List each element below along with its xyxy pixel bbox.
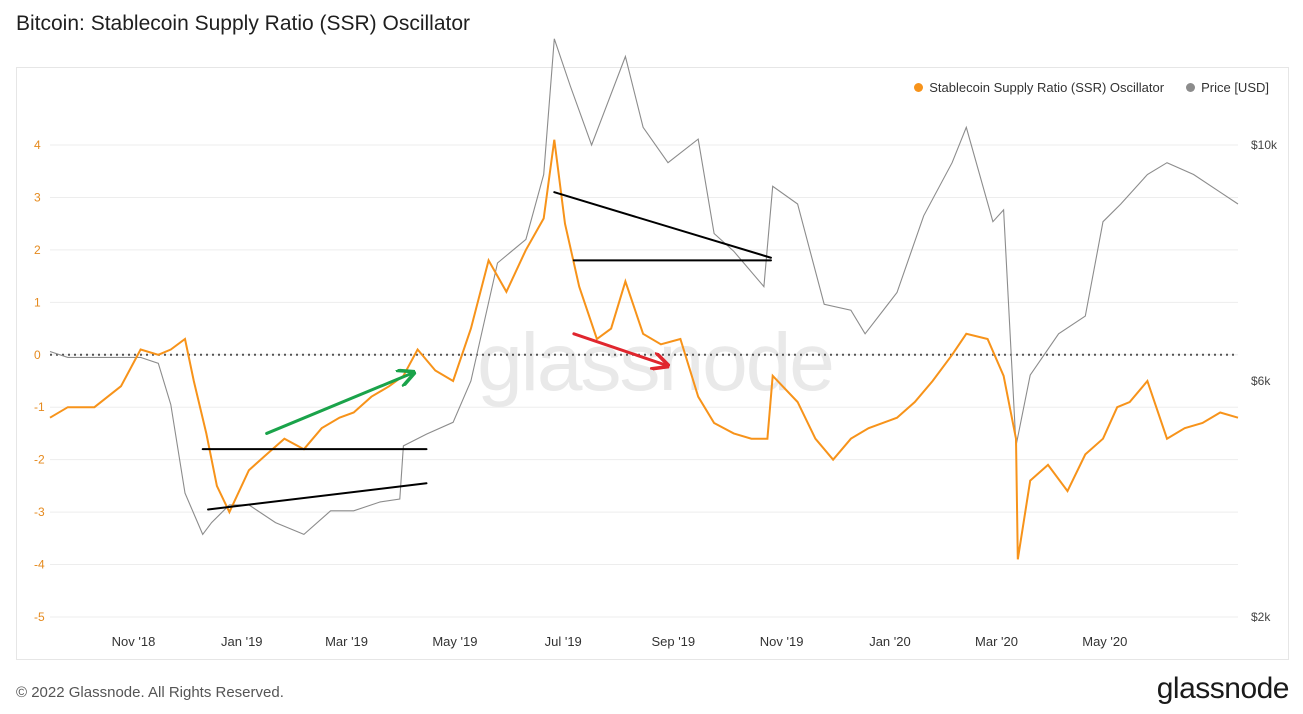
y-left-tick-label: -2 xyxy=(34,453,45,467)
annotation-arrow-red xyxy=(572,332,666,365)
y-right-tick-label: $2k xyxy=(1251,610,1271,624)
footer-copyright: © 2022 Glassnode. All Rights Reserved. xyxy=(16,684,284,701)
chart-legend: Stablecoin Supply Ratio (SSR) Oscillator… xyxy=(914,80,1269,95)
x-axis: Nov '18 Jan '19 Mar '19 May '19 Jul '19 Sep '… xyxy=(112,634,1128,649)
y-left-tick-label: 0 xyxy=(34,348,41,362)
legend-dot-price xyxy=(1186,83,1196,92)
y-right-tick-label: $6k xyxy=(1251,374,1271,388)
brand-logo[interactable]: glassnode xyxy=(1156,672,1290,705)
x-tick-label: Jan '20 xyxy=(869,634,911,649)
legend-dot-ssr xyxy=(914,83,924,92)
y-left-tick-label: 4 xyxy=(34,138,41,152)
y-axis-right: $10k $6k $2k xyxy=(1251,138,1278,624)
x-tick-label: May '19 xyxy=(432,634,477,649)
page-title: Bitcoin: Stablecoin Supply Ratio (SSR) O… xyxy=(16,12,471,35)
y-left-tick-label: 1 xyxy=(34,295,41,309)
x-tick-label: Jan '19 xyxy=(221,634,263,649)
x-tick-label: Sep '19 xyxy=(651,634,695,649)
y-left-tick-label: -5 xyxy=(34,610,45,624)
x-tick-label: Jul '19 xyxy=(545,634,582,649)
series-ssr-line xyxy=(49,139,1239,560)
grid-lines xyxy=(50,144,1238,618)
annotation-arrow-green xyxy=(265,373,413,435)
annotations xyxy=(201,191,772,511)
x-tick-label: Nov '19 xyxy=(760,634,804,649)
y-left-tick-label: -1 xyxy=(34,400,45,414)
x-tick-label: Nov '18 xyxy=(112,634,156,649)
y-axis-left: 4 3 2 1 0 -1 -2 -3 -4 -5 xyxy=(34,138,45,624)
x-tick-label: May '20 xyxy=(1082,634,1127,649)
legend-label-price: Price [USD] xyxy=(1201,80,1269,95)
x-tick-label: Mar '19 xyxy=(325,634,368,649)
y-left-tick-label: -4 xyxy=(34,558,45,572)
legend-item-price[interactable]: Price [USD] xyxy=(1186,80,1269,95)
x-tick-label: Mar '20 xyxy=(975,634,1018,649)
series-price-line xyxy=(49,38,1239,536)
legend-item-ssr[interactable]: Stablecoin Supply Ratio (SSR) Oscillator xyxy=(914,80,1164,95)
y-left-tick-label: 3 xyxy=(34,190,41,204)
y-left-tick-label: -3 xyxy=(34,505,45,519)
y-left-tick-label: 2 xyxy=(34,243,41,257)
annotation-trendline xyxy=(207,482,428,511)
legend-label-ssr: Stablecoin Supply Ratio (SSR) Oscillator xyxy=(929,80,1165,95)
y-right-tick-label: $10k xyxy=(1251,138,1278,152)
annotation-trendline xyxy=(553,191,772,259)
chart-frame xyxy=(16,67,1289,660)
